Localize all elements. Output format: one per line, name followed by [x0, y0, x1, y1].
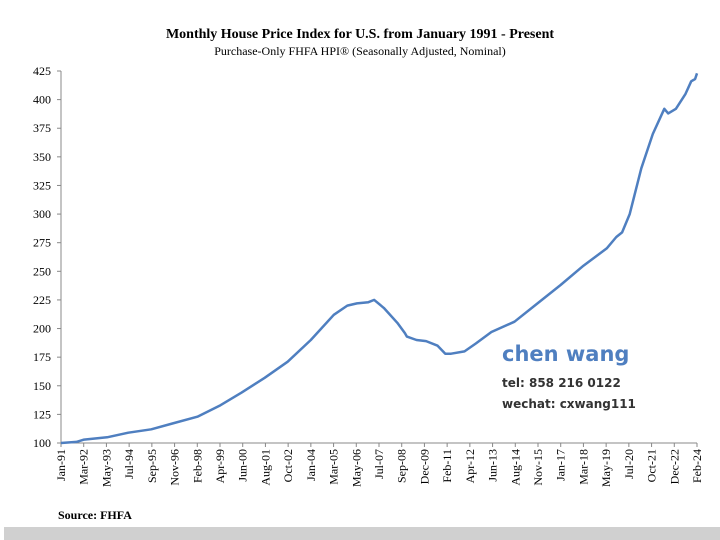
- x-tick-label: Sep-95: [145, 449, 159, 483]
- x-tick-label: Jun-13: [486, 449, 500, 482]
- x-tick-label: Jun-00: [236, 449, 250, 482]
- y-tick-label: 250: [33, 264, 51, 278]
- series-line-hpi: [60, 72, 699, 445]
- x-tick-label: Jul-07: [372, 449, 386, 479]
- x-tick-label: Mar-18: [576, 449, 590, 485]
- y-tick-label: 175: [33, 350, 51, 364]
- watermark-wechat: wechat: cxwang111: [502, 397, 636, 411]
- chart-subtitle: Purchase-Only FHFA HPI® (Seasonally Adju…: [214, 44, 506, 58]
- y-tick-label: 325: [33, 178, 51, 192]
- x-tick-label: Dec-22: [667, 449, 681, 484]
- y-tick-label: 225: [33, 293, 51, 307]
- x-tick-label: Mar-92: [77, 449, 91, 485]
- x-tick-label: Mar-05: [327, 449, 341, 485]
- x-tick-label: Jul-20: [622, 449, 636, 479]
- x-tick-label: Nov-15: [531, 449, 545, 486]
- x-tick-label: Sep-08: [395, 449, 409, 483]
- y-tick-label: 400: [33, 93, 51, 107]
- y-tick-label: 200: [33, 322, 51, 336]
- x-tick-label: Apr-12: [463, 449, 477, 483]
- x-tick-label: Apr-99: [213, 449, 227, 483]
- footer-bar: [4, 527, 720, 540]
- y-tick-label: 100: [33, 436, 51, 450]
- y-tick-label: 425: [33, 64, 51, 78]
- x-tick-label: May-19: [599, 449, 613, 487]
- watermark-tel: tel: 858 216 0122: [502, 376, 621, 390]
- chart-title: Monthly House Price Index for U.S. from …: [165, 27, 555, 42]
- y-tick-label: 300: [33, 207, 51, 221]
- x-tick-label: Feb-98: [190, 449, 204, 483]
- source-note: Source: FHFA: [58, 508, 132, 522]
- x-tick-label: Aug-01: [258, 449, 272, 486]
- x-tick-label: May-06: [349, 449, 363, 487]
- x-tick-label: Dec-09: [417, 449, 431, 484]
- y-tick-label: 150: [33, 379, 51, 393]
- x-tick-label: Oct-02: [281, 449, 295, 482]
- y-tick-label: 375: [33, 121, 51, 135]
- y-tick-label: 350: [33, 150, 51, 164]
- x-tick-label: Feb-24: [690, 449, 704, 483]
- x-tick-label: Jan-04: [304, 449, 318, 481]
- x-tick-label: Feb-11: [440, 449, 454, 483]
- x-tick-label: Oct-21: [645, 449, 659, 482]
- x-tick-label: Aug-14: [508, 449, 522, 486]
- y-tick-label: 275: [33, 236, 51, 250]
- x-tick-label: Nov-96: [168, 449, 182, 486]
- x-tick-label: May-93: [99, 449, 113, 487]
- y-tick-label: 125: [33, 407, 51, 421]
- x-tick-label: Jan-17: [554, 449, 568, 481]
- x-tick-label: Jan-91: [54, 449, 68, 481]
- watermark-name: chen wang: [502, 342, 630, 366]
- x-tick-label: Jul-94: [122, 449, 136, 479]
